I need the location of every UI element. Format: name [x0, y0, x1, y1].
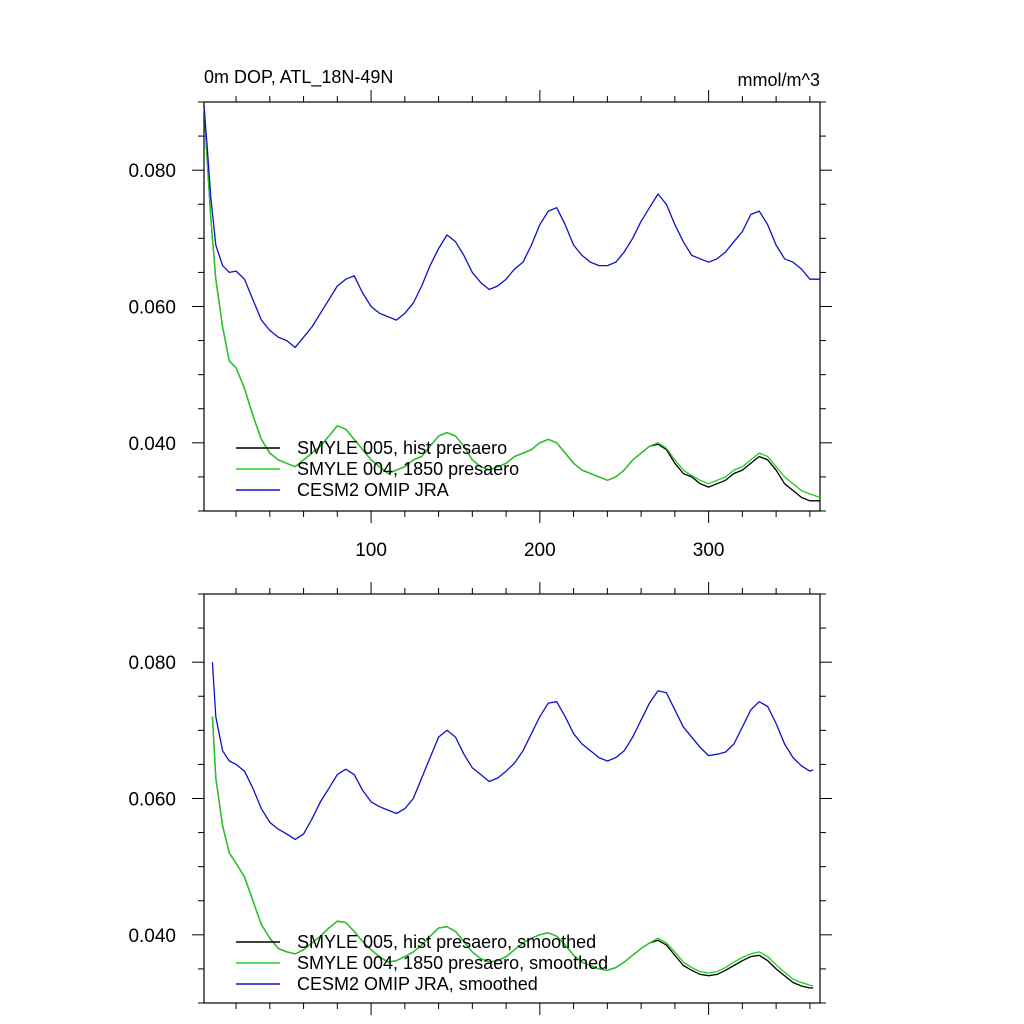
x-tick-labels: 100 200 300: [355, 540, 724, 561]
legend-label: SMYLE 004, 1850 presaero: [297, 459, 519, 479]
series-line-3: [203, 105, 820, 349]
chart-title: 0m DOP, ATL_18N-49N: [204, 67, 393, 88]
x-tick-label: 100: [355, 540, 387, 561]
legend-label: CESM2 OMIP JRA: [297, 480, 449, 500]
series-lines: [203, 105, 821, 502]
x-tick-label: 200: [524, 540, 556, 561]
y-tick-labels: 0.040 0.060 0.080: [128, 653, 176, 947]
series-line-2: [211, 716, 814, 987]
series-lines: [211, 662, 814, 989]
legend-label: SMYLE 005, hist presaero: [297, 438, 507, 458]
units-label: mmol/m^3: [738, 70, 820, 90]
axis-ticks: [192, 90, 832, 523]
top-panel: 0m DOP, ATL_18N-49N mmol/m^3 100 200 300 0…: [128, 67, 832, 561]
y-tick-label: 0.040: [128, 926, 176, 947]
legend: SMYLE 005, hist presaero, smoothedSMYLE …: [236, 932, 608, 994]
legend-label: SMYLE 005, hist presaero, smoothed: [297, 932, 596, 952]
x-tick-label: 300: [693, 540, 725, 561]
legend-label: SMYLE 004, 1850 presaero, smoothed: [297, 953, 608, 973]
bottom-panel: 0.040 0.060 0.080 SMYLE 005, hist presaero…: [128, 582, 832, 1015]
y-tick-label: 0.060: [128, 298, 176, 319]
y-tick-label: 0.080: [128, 161, 176, 182]
legend-label: CESM2 OMIP JRA, smoothed: [297, 974, 538, 994]
y-tick-label: 0.040: [128, 434, 176, 455]
y-tick-label: 0.080: [128, 653, 176, 674]
axis-ticks: [192, 582, 832, 1015]
series-line-3: [211, 662, 814, 841]
series-line-2: [203, 105, 821, 499]
y-tick-labels: 0.040 0.060 0.080: [128, 161, 176, 455]
y-tick-label: 0.060: [128, 790, 176, 811]
